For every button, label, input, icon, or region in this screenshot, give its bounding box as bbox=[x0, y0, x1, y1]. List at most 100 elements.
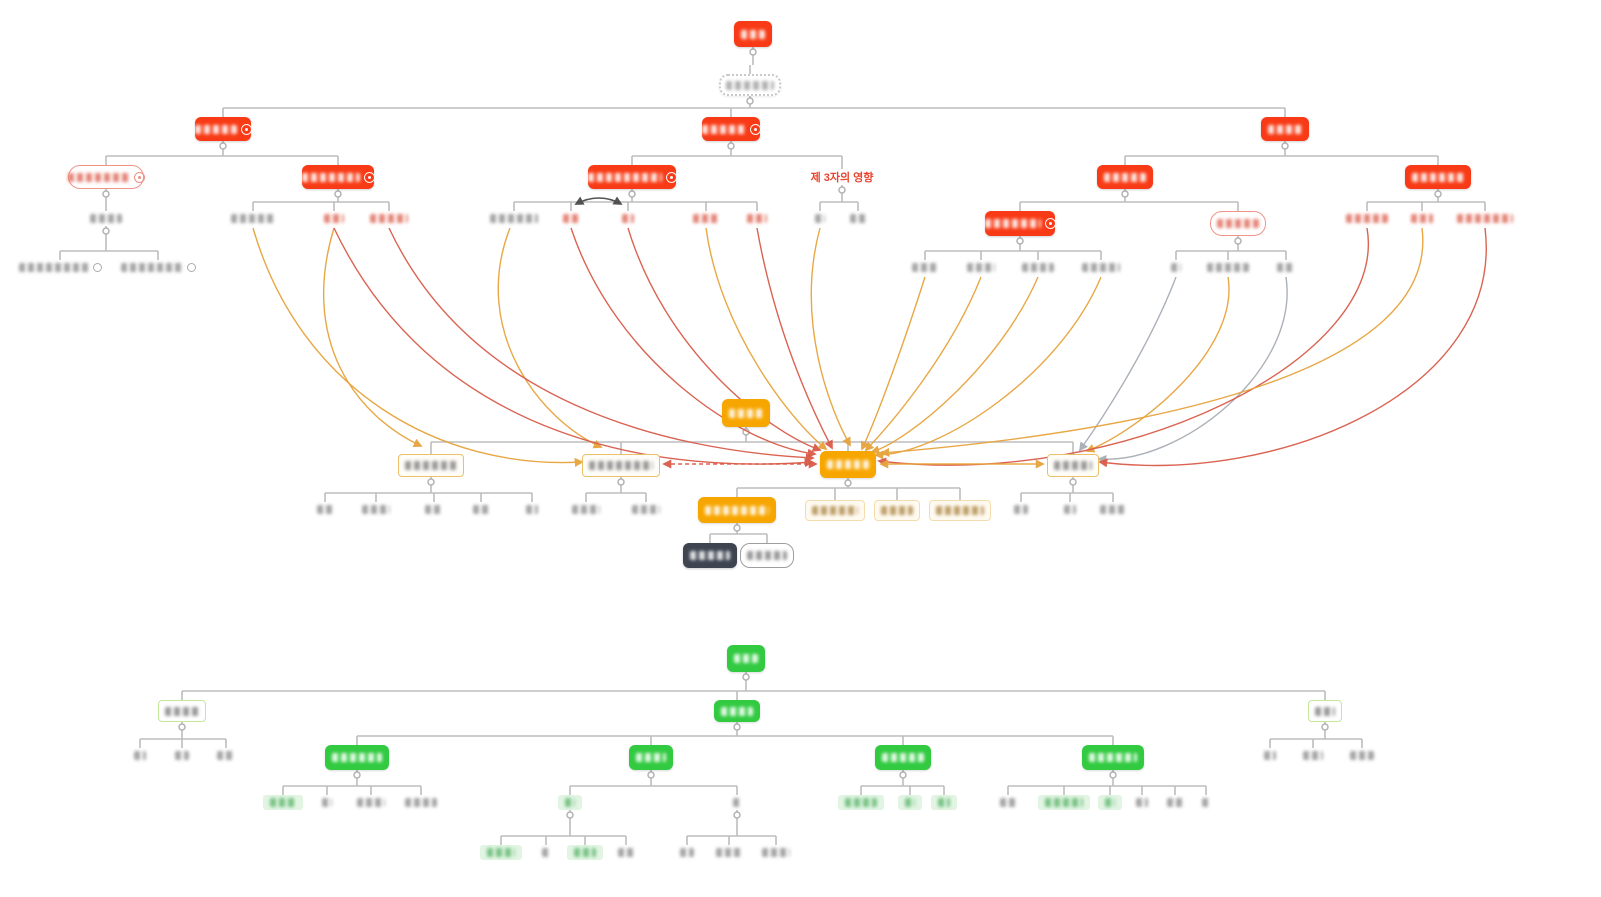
mindmap-node-oC3[interactable] bbox=[874, 500, 920, 521]
mindmap-node-gA1[interactable] bbox=[127, 748, 153, 763]
mindmap-node-oC[interactable] bbox=[820, 451, 876, 478]
mindmap-node-rC1a3[interactable] bbox=[1015, 260, 1061, 275]
mindmap-node-gB2[interactable] bbox=[629, 745, 673, 770]
mindmap-node-gB2b3[interactable] bbox=[755, 845, 797, 860]
mindmap-node-gB4e[interactable] bbox=[1160, 795, 1190, 810]
mindmap-node-gB1b[interactable] bbox=[315, 795, 339, 810]
mindmap-node-rC2[interactable] bbox=[1405, 165, 1471, 189]
mindmap-node-rA1[interactable] bbox=[67, 165, 145, 189]
mindmap-node-oB1[interactable] bbox=[565, 502, 607, 517]
mindmap-node-oA3[interactable] bbox=[418, 502, 450, 517]
mindmap-node-oD[interactable] bbox=[1047, 454, 1099, 477]
mindmap-node-rA1a[interactable] bbox=[83, 211, 129, 226]
mindmap-node-rB1b[interactable] bbox=[556, 211, 586, 226]
mindmap-node-rC[interactable] bbox=[1261, 117, 1309, 141]
mindmap-node-rA[interactable] bbox=[194, 117, 252, 141]
mindmap-node-gB1[interactable] bbox=[325, 745, 389, 770]
mindmap-node-g0[interactable] bbox=[727, 645, 765, 672]
mindmap-node-rC1a2[interactable] bbox=[960, 260, 1002, 275]
mindmap-node-rB2b[interactable] bbox=[843, 211, 873, 226]
blurred-text bbox=[18, 263, 89, 272]
mindmap-node-gB2a2[interactable] bbox=[535, 845, 557, 860]
mindmap-node-oD2[interactable] bbox=[1057, 502, 1083, 517]
mindmap-node-o0[interactable] bbox=[722, 399, 770, 427]
mindmap-node-rB2[interactable]: 제 3자의 영향 bbox=[809, 169, 875, 185]
mindmap-node-r0[interactable] bbox=[734, 21, 772, 47]
mindmap-node-gB2a4[interactable] bbox=[611, 845, 641, 860]
mindmap-node-gB2b[interactable] bbox=[727, 795, 747, 810]
mindmap-node-rA2[interactable] bbox=[301, 165, 375, 189]
mindmap-node-gB4c[interactable] bbox=[1098, 795, 1122, 810]
mindmap-node-gB2b2[interactable] bbox=[709, 845, 749, 860]
mindmap-node-oA5[interactable] bbox=[519, 502, 545, 517]
mindmap-node-rA2a[interactable] bbox=[224, 211, 282, 226]
mindmap-node-rA1a1[interactable] bbox=[18, 260, 102, 275]
mindmap-node-gB[interactable] bbox=[714, 700, 760, 722]
mindmap-node-rC1[interactable] bbox=[1097, 165, 1153, 189]
mindmap-node-rA2b[interactable] bbox=[317, 211, 351, 226]
mindmap-node-gC3[interactable] bbox=[1343, 748, 1381, 763]
mindmap-node-rB1c[interactable] bbox=[615, 211, 641, 226]
mindmap-node-gB3c[interactable] bbox=[931, 795, 957, 810]
mindmap-node-gB4f[interactable] bbox=[1195, 795, 1217, 810]
mindmap-node-oC2[interactable] bbox=[805, 500, 865, 521]
mindmap-node-rB1d[interactable] bbox=[686, 211, 726, 226]
mindmap-node-gA[interactable] bbox=[158, 700, 206, 722]
mindmap-node-rC1b3[interactable] bbox=[1270, 260, 1302, 275]
mindmap-node-gB2b1[interactable] bbox=[673, 845, 701, 860]
junction-dot bbox=[102, 190, 110, 198]
mindmap-node-oC1a[interactable] bbox=[683, 543, 737, 568]
mindmap-node-oA[interactable] bbox=[398, 454, 464, 477]
mindmap-node-gB1c[interactable] bbox=[350, 795, 392, 810]
mindmap-node-oD3[interactable] bbox=[1093, 502, 1133, 517]
mindmap-node-rC1a1[interactable] bbox=[905, 260, 945, 275]
mindmap-node-rC1b1[interactable] bbox=[1164, 260, 1188, 275]
mindmap-node-gC[interactable] bbox=[1308, 700, 1342, 722]
mindmap-node-rC1b2[interactable] bbox=[1200, 260, 1256, 275]
mindmap-node-rC1b[interactable] bbox=[1210, 211, 1266, 236]
mindmap-node-gA3[interactable] bbox=[210, 748, 242, 763]
mindmap-node-rB[interactable] bbox=[701, 117, 761, 141]
mindmap-node-oB2[interactable] bbox=[625, 502, 667, 517]
mindmap-node-gB1a[interactable] bbox=[263, 795, 303, 810]
mindmap-node-gB4[interactable] bbox=[1082, 745, 1144, 770]
mindmap-node-gB3[interactable] bbox=[875, 745, 931, 770]
mindmap-node-rC2b[interactable] bbox=[1404, 211, 1440, 226]
mindmap-node-oA1[interactable] bbox=[310, 502, 340, 517]
mindmap-node-rB2a[interactable] bbox=[808, 211, 832, 226]
mindmap-node-rC2c[interactable] bbox=[1450, 211, 1520, 226]
mindmap-node-oA4[interactable] bbox=[466, 502, 496, 517]
mindmap-node-rA2c[interactable] bbox=[363, 211, 415, 226]
mindmap-node-oC1b[interactable] bbox=[740, 543, 794, 568]
blurred-text bbox=[405, 461, 457, 470]
mindmap-node-oC1[interactable] bbox=[698, 497, 776, 523]
mindmap-node-oD1[interactable] bbox=[1007, 502, 1035, 517]
mindmap-node-gB4b[interactable] bbox=[1038, 795, 1090, 810]
mindmap-node-gA2[interactable] bbox=[168, 748, 196, 763]
mindmap-node-oB[interactable] bbox=[582, 454, 660, 477]
junction-dot bbox=[102, 227, 110, 235]
blurred-text bbox=[332, 753, 382, 762]
mindmap-node-gB2a1[interactable] bbox=[480, 845, 522, 860]
mindmap-node-gC2[interactable] bbox=[1296, 748, 1330, 763]
mindmap-node-rB1a[interactable] bbox=[483, 211, 545, 226]
mindmap-node-oC4[interactable] bbox=[929, 500, 991, 521]
blurred-text bbox=[425, 505, 443, 514]
mindmap-node-gB3b[interactable] bbox=[898, 795, 922, 810]
mindmap-node-rC1a4[interactable] bbox=[1075, 260, 1127, 275]
mindmap-node-gB3a[interactable] bbox=[838, 795, 884, 810]
mindmap-node-gB4d[interactable] bbox=[1129, 795, 1155, 810]
mindmap-node-rB1[interactable] bbox=[587, 165, 677, 189]
mindmap-node-gC1[interactable] bbox=[1257, 748, 1283, 763]
mindmap-node-gB4a[interactable] bbox=[993, 795, 1023, 810]
mindmap-node-rB1e[interactable] bbox=[740, 211, 774, 226]
mindmap-node-rC1a[interactable] bbox=[984, 211, 1056, 236]
mindmap-node-rC2a[interactable] bbox=[1339, 211, 1395, 226]
mindmap-node-gB1d[interactable] bbox=[398, 795, 444, 810]
mindmap-node-gB2a[interactable] bbox=[558, 795, 582, 810]
mindmap-node-r0b[interactable] bbox=[719, 74, 781, 96]
mindmap-node-oA2[interactable] bbox=[355, 502, 397, 517]
mindmap-node-rA1a2[interactable] bbox=[120, 260, 196, 275]
mindmap-node-gB2a3[interactable] bbox=[567, 845, 603, 860]
